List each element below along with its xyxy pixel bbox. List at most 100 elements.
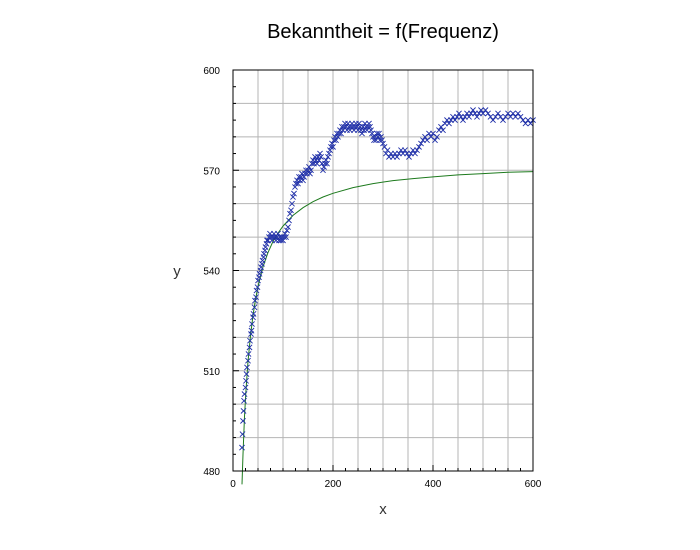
- data-point: [287, 210, 293, 217]
- data-point: [374, 130, 380, 137]
- data-point: [259, 257, 266, 264]
- data-point: [502, 113, 509, 120]
- data-point: [333, 137, 339, 144]
- data-point: [291, 190, 297, 197]
- data-point: [326, 150, 332, 157]
- x-axis-label: x: [379, 501, 387, 518]
- data-point: [474, 113, 480, 120]
- data-point: [254, 284, 261, 291]
- data-point: [318, 153, 324, 160]
- data-point: [323, 157, 329, 164]
- x-axis-ticks: 0 200 400 600: [230, 465, 542, 490]
- data-point: [308, 167, 314, 174]
- data-point: [281, 234, 287, 241]
- gridlines: [233, 70, 533, 471]
- data-point: [261, 250, 267, 257]
- data-point: [289, 200, 295, 207]
- data-point: [378, 133, 384, 140]
- y-tick-label: 480: [203, 467, 220, 478]
- data-point: [251, 304, 258, 311]
- data-point: [262, 244, 269, 251]
- data-point: [412, 150, 418, 157]
- data-point: [368, 127, 374, 134]
- data-points-layer: [239, 107, 536, 451]
- data-point: [446, 120, 452, 127]
- data-point: [314, 160, 320, 167]
- data-point: [240, 417, 246, 424]
- data-point: [522, 120, 529, 127]
- data-point: [356, 120, 362, 127]
- data-point: [285, 224, 291, 231]
- data-point: [328, 143, 334, 150]
- data-point: [248, 327, 255, 334]
- data-point: [422, 133, 428, 140]
- data-point: [480, 110, 486, 117]
- data-point: [241, 397, 247, 404]
- data-point: [239, 431, 246, 438]
- data-point: [320, 167, 326, 174]
- data-point: [470, 107, 476, 114]
- data-point: [394, 153, 400, 160]
- data-point: [515, 110, 521, 117]
- data-point: [497, 113, 504, 120]
- x-tick-label: 600: [525, 479, 542, 490]
- y-axis-ticks: 480 510 540 570 600: [203, 66, 239, 478]
- data-point: [293, 180, 299, 187]
- fit-curve-layer: [241, 171, 534, 485]
- data-point: [440, 127, 446, 134]
- data-point: [250, 310, 257, 317]
- data-point: [416, 143, 422, 150]
- data-point: [460, 117, 466, 124]
- data-point: [256, 270, 263, 277]
- data-point: [495, 110, 501, 117]
- data-point: [264, 237, 270, 244]
- data-point: [258, 264, 264, 271]
- data-point: [452, 117, 458, 124]
- data-point: [379, 137, 385, 144]
- data-point: [430, 130, 436, 137]
- data-point: [295, 180, 301, 187]
- data-point: [492, 113, 499, 120]
- data-point: [283, 234, 289, 241]
- data-point: [359, 130, 365, 137]
- data-point: [507, 113, 514, 120]
- data-point: [525, 117, 531, 124]
- data-point: [252, 297, 258, 304]
- fit-curve: [241, 171, 534, 485]
- data-point: [245, 357, 251, 364]
- data-point: [418, 140, 424, 147]
- data-point: [432, 137, 438, 144]
- data-point: [288, 207, 294, 214]
- data-point: [478, 107, 484, 114]
- data-point: [249, 321, 255, 327]
- data-point: [253, 287, 260, 294]
- data-point: [512, 113, 519, 120]
- data-point: [317, 150, 323, 157]
- data-point: [253, 294, 259, 301]
- data-point: [527, 120, 534, 127]
- data-point: [239, 444, 245, 451]
- data-point: [329, 140, 335, 147]
- chart-title: Bekanntheit = f(Frequenz): [267, 21, 499, 43]
- data-point: [242, 384, 249, 391]
- data-point: [376, 130, 382, 137]
- data-point: [520, 117, 526, 124]
- data-point: [505, 110, 511, 117]
- data-point: [414, 147, 420, 154]
- data-point: [282, 230, 288, 237]
- data-point: [286, 217, 292, 224]
- y-tick-label: 570: [203, 166, 220, 177]
- data-point: [245, 351, 252, 357]
- data-point: [290, 194, 296, 200]
- data-point: [487, 113, 494, 120]
- data-point: [255, 277, 261, 284]
- data-point: [243, 371, 250, 378]
- data-point: [517, 113, 524, 120]
- data-point: [247, 337, 253, 344]
- y-tick-label: 540: [203, 267, 220, 278]
- data-point: [241, 391, 248, 398]
- data-point: [406, 153, 412, 160]
- data-point: [240, 407, 247, 414]
- data-point: [438, 123, 444, 130]
